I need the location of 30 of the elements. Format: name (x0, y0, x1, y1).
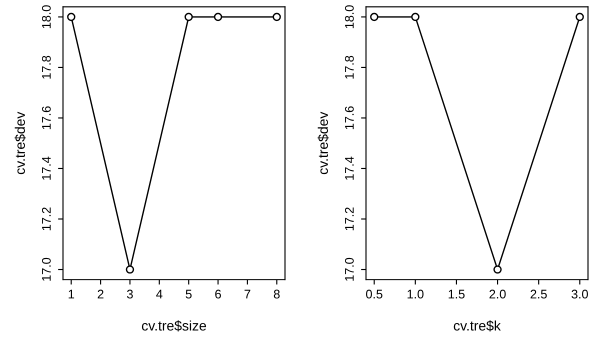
x-tick-label: 3 (126, 290, 133, 299)
x-axis-title: cv.tre$size (142, 320, 206, 332)
y-tick-label: 17.4 (42, 156, 51, 180)
y-axis-title: cv.tre$dev (14, 112, 26, 174)
y-axis-title: cv.tre$dev (318, 112, 329, 174)
x-tick-label: 2 (98, 290, 104, 298)
x-tick-label: 5 (186, 290, 192, 299)
x-tick-label: 4 (156, 290, 162, 298)
y-tick-label: 18.0 (344, 5, 354, 28)
x-tick-label: 0.5 (366, 290, 382, 299)
x-tick-label: 1.5 (448, 290, 465, 299)
y-tick-label: 17.0 (344, 258, 354, 281)
x-axis-title: cv.tre$k (454, 320, 501, 332)
x-tick-label: 8 (274, 290, 280, 299)
y-tick-label: 17.4 (345, 156, 354, 180)
y-tick-label: 17.6 (344, 106, 354, 130)
x-tick-label: 2.5 (530, 290, 547, 299)
y-tick-label: 17.8 (42, 56, 51, 79)
x-tick-label: 1 (68, 290, 74, 298)
x-tick-label: 1.0 (408, 290, 424, 299)
x-tick-label: 7 (244, 290, 250, 298)
x-tick-label: 6 (215, 290, 221, 299)
y-tick-label: 18.0 (42, 5, 51, 28)
y-tick-label: 17.2 (344, 207, 354, 230)
x-tick-label: 3.0 (572, 290, 588, 299)
y-tick-label: 17.8 (344, 56, 354, 79)
y-tick-label: 17.6 (42, 106, 51, 130)
y-tick-label: 17.0 (42, 258, 51, 281)
y-tick-label: 17.2 (42, 207, 51, 230)
x-tick-label: 2.0 (489, 290, 506, 299)
